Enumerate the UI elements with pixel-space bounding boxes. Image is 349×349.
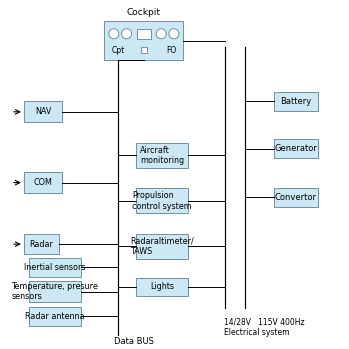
FancyBboxPatch shape [274, 188, 318, 207]
Circle shape [109, 29, 119, 39]
FancyBboxPatch shape [136, 234, 188, 259]
Text: Lights: Lights [150, 282, 174, 291]
Text: Cpt: Cpt [111, 46, 125, 55]
FancyBboxPatch shape [104, 21, 183, 60]
Text: Data BUS: Data BUS [114, 336, 154, 346]
Bar [137, 29, 150, 39]
Circle shape [169, 29, 179, 39]
Text: Temperature, presure
sensors: Temperature, presure sensors [12, 282, 98, 301]
FancyBboxPatch shape [274, 139, 318, 158]
FancyBboxPatch shape [29, 258, 81, 276]
FancyBboxPatch shape [29, 281, 81, 302]
Bar [141, 47, 147, 53]
Text: NAV: NAV [35, 107, 51, 116]
Circle shape [121, 29, 132, 39]
Text: Generator: Generator [274, 144, 317, 153]
FancyBboxPatch shape [136, 143, 188, 168]
Text: Cockpit: Cockpit [127, 8, 161, 17]
Text: 14/28V   115V 400Hz
Electrical system: 14/28V 115V 400Hz Electrical system [224, 318, 304, 337]
FancyBboxPatch shape [136, 277, 188, 296]
Text: COM: COM [34, 178, 53, 187]
FancyBboxPatch shape [274, 92, 318, 111]
FancyBboxPatch shape [136, 188, 188, 214]
FancyBboxPatch shape [24, 172, 62, 193]
FancyBboxPatch shape [24, 235, 59, 254]
Text: Radar antenna: Radar antenna [25, 312, 84, 321]
Text: Battery: Battery [280, 97, 311, 106]
FancyBboxPatch shape [24, 101, 62, 122]
Text: Radaraltimeter/
TAWS: Radaraltimeter/ TAWS [131, 237, 194, 256]
FancyBboxPatch shape [29, 307, 81, 326]
Circle shape [156, 29, 166, 39]
Text: Radar: Radar [30, 240, 53, 249]
Text: Aircraft
monitoring: Aircraft monitoring [140, 146, 184, 165]
Text: Inertial sensors: Inertial sensors [24, 263, 86, 272]
Text: Propulsion
control system: Propulsion control system [133, 191, 192, 210]
Text: FO: FO [166, 46, 177, 55]
Text: Convertor: Convertor [275, 193, 317, 202]
